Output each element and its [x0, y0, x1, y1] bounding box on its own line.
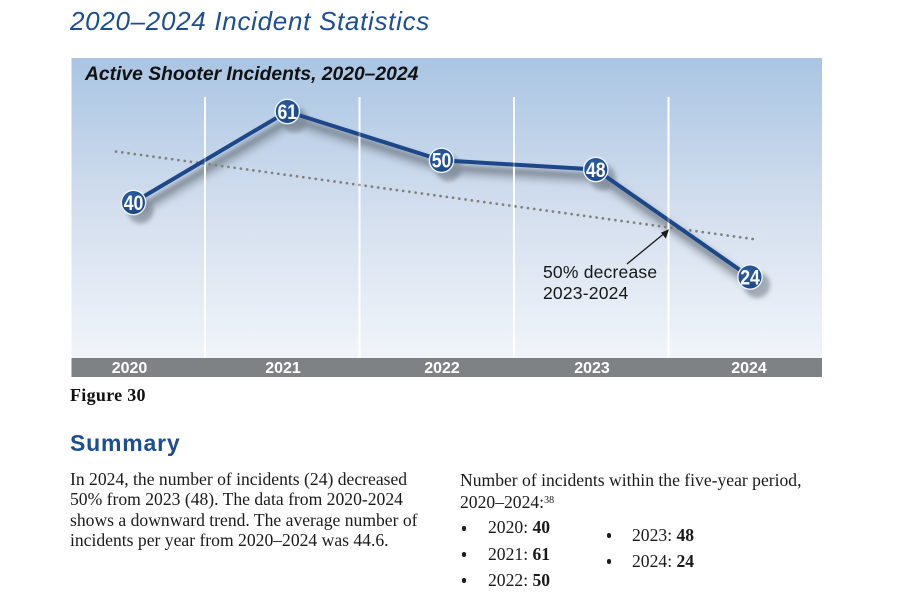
svg-text:2023: 2023: [574, 360, 610, 377]
svg-text:2021: 2021: [265, 360, 301, 377]
svg-text:Active Shooter Incidents, 2020: Active Shooter Incidents, 2020–2024: [84, 64, 419, 85]
svg-text:50: 50: [432, 149, 452, 173]
svg-text:61: 61: [277, 100, 297, 124]
svg-text:50% decrease: 50% decrease: [543, 262, 657, 282]
svg-text:24: 24: [740, 266, 760, 290]
svg-text:48: 48: [586, 158, 606, 182]
svg-text:40: 40: [124, 191, 144, 215]
svg-text:2022: 2022: [424, 360, 460, 377]
svg-text:2023-2024: 2023-2024: [543, 283, 629, 303]
svg-text:2024: 2024: [731, 360, 767, 377]
svg-text:2020: 2020: [112, 360, 148, 377]
